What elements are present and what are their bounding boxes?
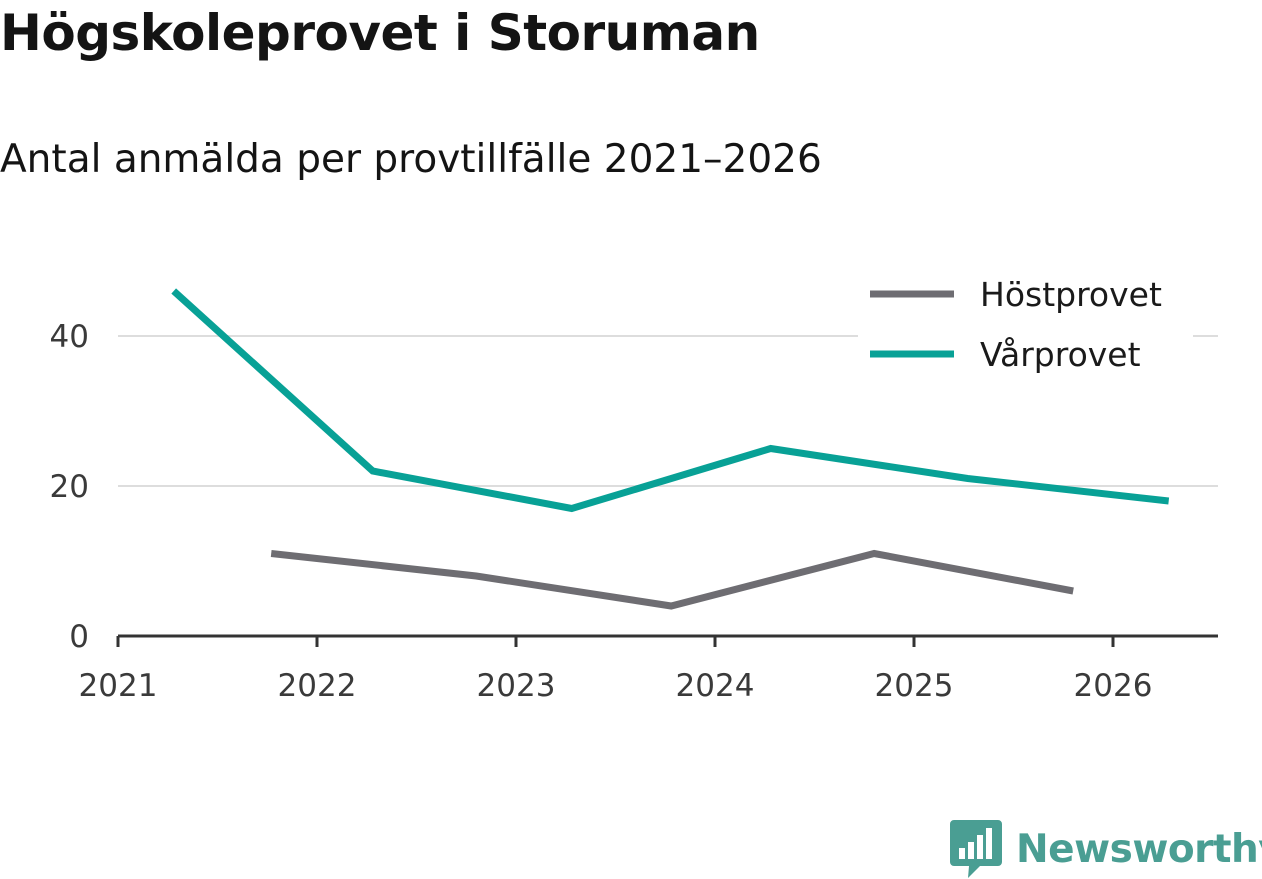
x-axis: 2021 2022 2023 2024 2025 2026 [79, 634, 1218, 704]
y-tick-label-0: 0 [69, 619, 89, 655]
x-tick-label-2026: 2026 [1074, 668, 1153, 704]
x-tick-label-2022: 2022 [278, 668, 357, 704]
chart-title: Högskoleprovet i Storuman [0, 4, 760, 62]
legend-label-varprovet: Vårprovet [980, 335, 1141, 374]
brand-logo: Newsworthy [950, 818, 1262, 879]
x-tick-label-2025: 2025 [875, 668, 954, 704]
legend-background [858, 268, 1193, 380]
series-lines [171, 288, 1170, 610]
y-tick-label-40: 40 [50, 319, 89, 355]
newsworthy-logo-icon [950, 820, 1002, 878]
x-tick-label-2021: 2021 [79, 668, 158, 704]
brand-name: Newsworthy [1016, 826, 1262, 872]
x-tick-label-2024: 2024 [676, 668, 755, 704]
legend: Höstprovet Vårprovet [858, 268, 1193, 380]
chart-subtitle: Antal anmälda per provtillfälle 2021–202… [0, 137, 822, 182]
series-line-hostprovet [270, 549, 1074, 610]
x-tick-label-2023: 2023 [477, 668, 556, 704]
series-line-varprovet [171, 288, 1170, 513]
legend-label-hostprovet: Höstprovet [980, 275, 1162, 314]
y-tick-label-20: 20 [50, 469, 89, 505]
